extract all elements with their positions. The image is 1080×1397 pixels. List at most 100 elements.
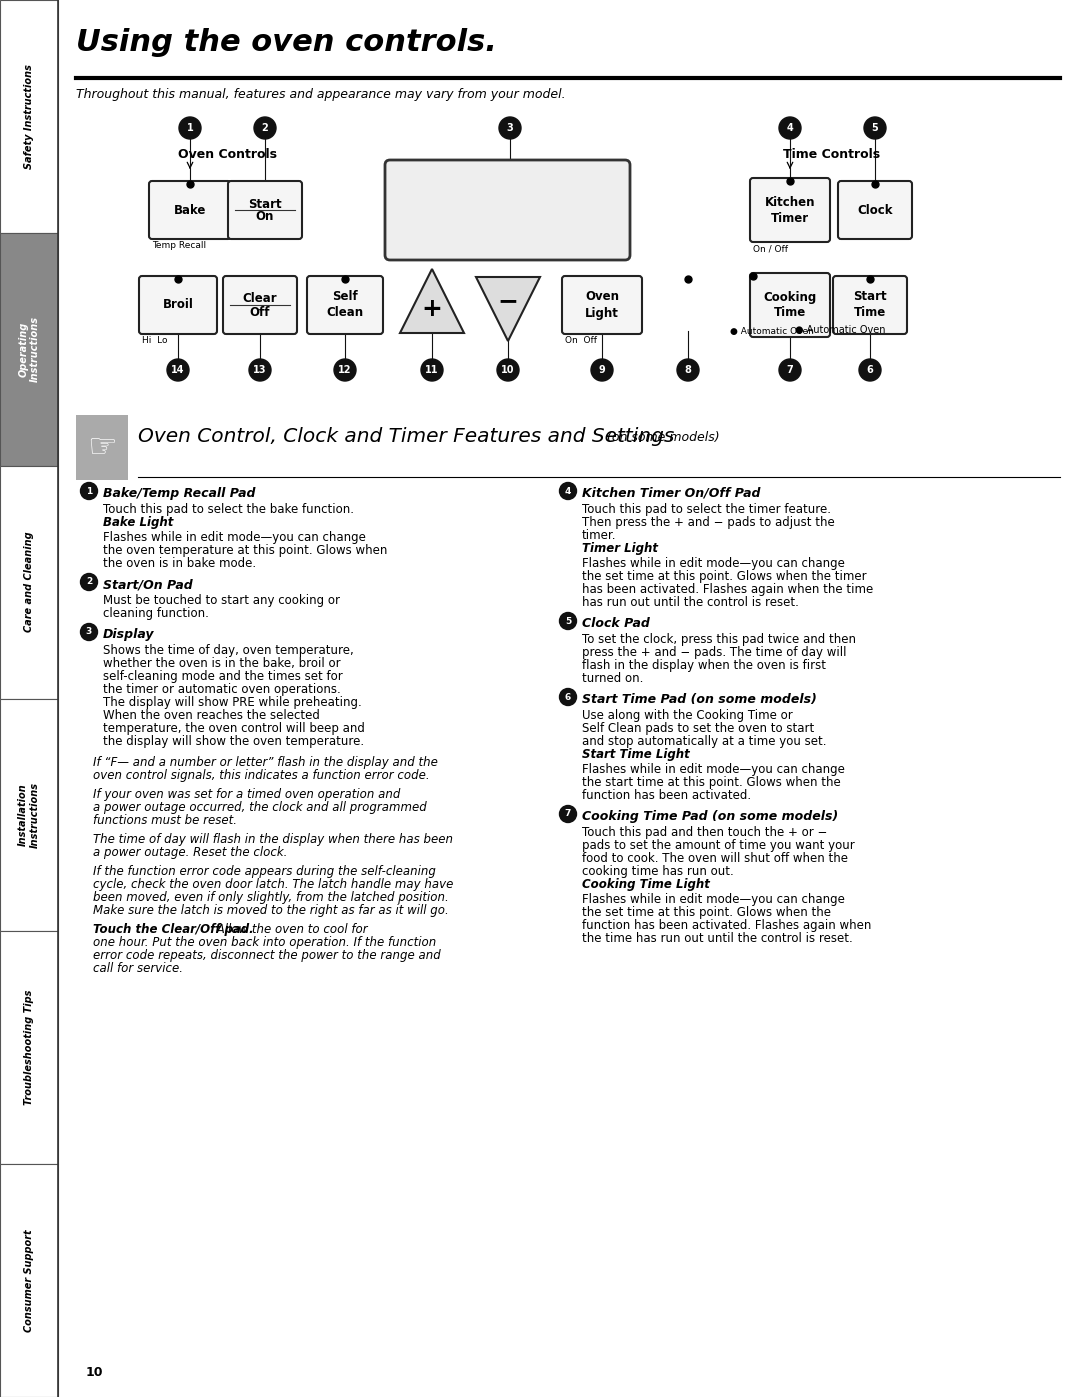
Text: flash in the display when the oven is first: flash in the display when the oven is fi…: [582, 659, 826, 672]
Text: Touch this pad to select the timer feature.: Touch this pad to select the timer featu…: [582, 503, 831, 515]
Text: Care and Cleaning: Care and Cleaning: [24, 532, 33, 633]
Text: the timer or automatic oven operations.: the timer or automatic oven operations.: [103, 683, 341, 696]
Text: the oven is in bake mode.: the oven is in bake mode.: [103, 557, 256, 570]
Text: Clock: Clock: [858, 204, 893, 217]
Text: Installation
Instructions: Installation Instructions: [18, 782, 40, 848]
Ellipse shape: [859, 359, 881, 381]
Text: the time has run out until the control is reset.: the time has run out until the control i…: [582, 932, 853, 944]
Ellipse shape: [559, 482, 577, 500]
Text: press the + and − pads. The time of day will: press the + and − pads. The time of day …: [582, 645, 847, 659]
Text: a power outage occurred, the clock and all programmed: a power outage occurred, the clock and a…: [93, 800, 427, 814]
FancyBboxPatch shape: [562, 277, 642, 334]
Ellipse shape: [677, 359, 699, 381]
Text: the display will show the oven temperature.: the display will show the oven temperatu…: [103, 735, 364, 747]
Text: Flashes while in edit mode—you can change: Flashes while in edit mode—you can chang…: [582, 557, 845, 570]
Text: cooking time has run out.: cooking time has run out.: [582, 865, 733, 877]
Bar: [0, 0, 58, 233]
Text: the set time at this point. Glows when the timer: the set time at this point. Glows when t…: [582, 570, 866, 583]
Ellipse shape: [559, 806, 577, 823]
Polygon shape: [476, 277, 540, 341]
Text: the start time at this point. Glows when the: the start time at this point. Glows when…: [582, 775, 840, 789]
Text: pads to set the amount of time you want your: pads to set the amount of time you want …: [582, 840, 854, 852]
Text: Touch this pad and then touch the + or −: Touch this pad and then touch the + or −: [582, 826, 827, 840]
FancyBboxPatch shape: [750, 177, 831, 242]
Text: Oven Control, Clock and Timer Features and Settings: Oven Control, Clock and Timer Features a…: [138, 427, 674, 446]
Text: ☞: ☞: [87, 432, 117, 464]
Ellipse shape: [497, 359, 519, 381]
Text: Make sure the latch is moved to the right as far as it will go.: Make sure the latch is moved to the righ…: [93, 904, 449, 916]
Text: Bake/Temp Recall Pad: Bake/Temp Recall Pad: [103, 488, 256, 500]
Text: turned on.: turned on.: [582, 672, 644, 685]
Ellipse shape: [167, 359, 189, 381]
Text: Kitchen
Timer: Kitchen Timer: [765, 196, 815, 225]
FancyBboxPatch shape: [833, 277, 907, 334]
FancyBboxPatch shape: [222, 277, 297, 334]
Text: 2: 2: [86, 577, 92, 587]
Text: has been activated. Flashes again when the time: has been activated. Flashes again when t…: [582, 583, 874, 597]
Text: Use along with the Cooking Time or: Use along with the Cooking Time or: [582, 710, 793, 722]
Text: one hour. Put the oven back into operation. If the function: one hour. Put the oven back into operati…: [93, 936, 436, 949]
Text: 6: 6: [866, 365, 874, 374]
Text: 9: 9: [598, 365, 606, 374]
Ellipse shape: [499, 117, 521, 138]
Ellipse shape: [81, 623, 97, 640]
Text: Throughout this manual, features and appearance may vary from your model.: Throughout this manual, features and app…: [76, 88, 566, 101]
Ellipse shape: [559, 689, 577, 705]
Text: Broil: Broil: [163, 299, 193, 312]
FancyBboxPatch shape: [838, 182, 912, 239]
Text: oven control signals, this indicates a function error code.: oven control signals, this indicates a f…: [93, 768, 430, 782]
Ellipse shape: [249, 359, 271, 381]
Text: Using the oven controls.: Using the oven controls.: [76, 28, 497, 57]
Bar: [0, 698, 58, 932]
Text: 8: 8: [685, 365, 691, 374]
Text: Display: Display: [103, 629, 154, 641]
Text: Self
Clean: Self Clean: [326, 291, 364, 320]
Text: 6: 6: [565, 693, 571, 701]
FancyBboxPatch shape: [384, 161, 630, 260]
Text: +: +: [421, 298, 443, 321]
Text: 2: 2: [261, 123, 268, 133]
Text: Troubleshooting Tips: Troubleshooting Tips: [24, 990, 33, 1105]
Bar: [76, 415, 129, 481]
Text: Consumer Support: Consumer Support: [24, 1229, 33, 1331]
Text: been moved, even if only slightly, from the latched position.: been moved, even if only slightly, from …: [93, 891, 449, 904]
Text: Cooking Time Light: Cooking Time Light: [582, 877, 710, 891]
Ellipse shape: [864, 117, 886, 138]
Text: timer.: timer.: [582, 529, 617, 542]
Text: −: −: [498, 289, 518, 313]
Text: On: On: [256, 211, 274, 224]
Text: 5: 5: [872, 123, 878, 133]
Bar: [0, 932, 58, 1164]
FancyBboxPatch shape: [307, 277, 383, 334]
Text: Temp Recall: Temp Recall: [152, 242, 206, 250]
Text: 14: 14: [172, 365, 185, 374]
Text: 10: 10: [501, 365, 515, 374]
Text: When the oven reaches the selected: When the oven reaches the selected: [103, 710, 320, 722]
Text: On  Off: On Off: [565, 337, 597, 345]
Text: Must be touched to start any cooking or: Must be touched to start any cooking or: [103, 594, 340, 608]
Bar: [0, 465, 58, 698]
Text: 3: 3: [86, 627, 92, 637]
Text: 5: 5: [565, 616, 571, 626]
Text: Cooking
Time: Cooking Time: [764, 291, 816, 320]
Text: Clock Pad: Clock Pad: [582, 617, 650, 630]
Text: 4: 4: [565, 486, 571, 496]
Text: self-cleaning mode and the times set for: self-cleaning mode and the times set for: [103, 671, 342, 683]
Text: 7: 7: [786, 365, 794, 374]
Text: 12: 12: [338, 365, 352, 374]
Text: Oven Controls: Oven Controls: [177, 148, 276, 161]
Text: The time of day will flash in the display when there has been: The time of day will flash in the displa…: [93, 833, 453, 847]
Text: a power outage. Reset the clock.: a power outage. Reset the clock.: [93, 847, 287, 859]
Text: Operating
Instructions: Operating Instructions: [18, 316, 40, 383]
Text: On / Off: On / Off: [753, 244, 788, 253]
Text: 13: 13: [253, 365, 267, 374]
Text: Flashes while in edit mode—you can change: Flashes while in edit mode—you can chang…: [582, 893, 845, 907]
Text: the oven temperature at this point. Glows when: the oven temperature at this point. Glow…: [103, 543, 388, 557]
Text: temperature, the oven control will beep and: temperature, the oven control will beep …: [103, 722, 365, 735]
Bar: [0, 1164, 58, 1397]
Text: and stop automatically at a time you set.: and stop automatically at a time you set…: [582, 735, 826, 747]
FancyBboxPatch shape: [750, 272, 831, 337]
Text: Start/On Pad: Start/On Pad: [103, 578, 192, 591]
Text: function has been activated.: function has been activated.: [582, 789, 751, 802]
Ellipse shape: [254, 117, 276, 138]
